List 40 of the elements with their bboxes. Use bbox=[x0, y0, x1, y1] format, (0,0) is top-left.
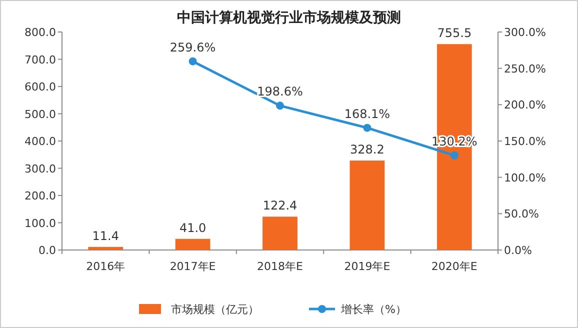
y-tick-label: 100.0 bbox=[24, 216, 56, 230]
y2-tick-label: 0.0% bbox=[504, 244, 532, 257]
data-label: 41.0 bbox=[179, 220, 206, 235]
y-tick-label: 600.0 bbox=[24, 80, 56, 94]
y2-tick-label: 250.0% bbox=[504, 62, 546, 76]
y2-tick-label: 150.0% bbox=[504, 135, 546, 148]
y-tick-label: 300.0 bbox=[24, 162, 56, 176]
y-tick-label: 700.0 bbox=[24, 53, 56, 66]
y2-tick-label: 200.0% bbox=[504, 98, 546, 112]
point bbox=[450, 151, 458, 160]
x-tick-label: 2016年 bbox=[86, 260, 126, 273]
point bbox=[276, 102, 284, 110]
y-tick-label: 200.0 bbox=[24, 190, 56, 202]
data-label: 328.2 bbox=[350, 142, 384, 157]
y-tick-label: 500.0 bbox=[24, 108, 56, 121]
bar bbox=[350, 160, 385, 250]
x-tick-label: 2019年E bbox=[344, 260, 390, 273]
x-tick-label: 2018年E bbox=[257, 260, 304, 273]
y2-tick-label: 50.0% bbox=[504, 208, 539, 221]
point bbox=[363, 124, 372, 132]
data-label: 198.6% bbox=[257, 84, 303, 99]
y2-tick-label: 100.0% bbox=[504, 171, 546, 184]
y-tick-label: 800.0 bbox=[24, 26, 56, 39]
data-label: 122.4 bbox=[262, 198, 298, 213]
legend-label: 市场规模（亿元） bbox=[171, 303, 259, 316]
bar bbox=[175, 238, 210, 250]
x-tick-label: 2017年E bbox=[170, 260, 216, 273]
bar bbox=[262, 216, 298, 250]
point bbox=[188, 57, 197, 66]
bar bbox=[88, 246, 124, 250]
legend-label: 增长率（%） bbox=[340, 303, 406, 316]
data-label: 11.4 bbox=[92, 228, 119, 243]
data-label: 755.5 bbox=[437, 26, 472, 40]
y-tick-label: 0.0 bbox=[38, 244, 56, 257]
data-label: 168.1% bbox=[344, 106, 390, 121]
y2-tick-label: 300.0% bbox=[504, 26, 546, 39]
chart-title: 中国计算机视觉行业市场规模及预测 bbox=[177, 9, 401, 26]
x-tick-label: 2020年E bbox=[431, 260, 478, 273]
data-label: 259.6% bbox=[170, 40, 216, 54]
y-tick-label: 400.0 bbox=[24, 135, 56, 148]
